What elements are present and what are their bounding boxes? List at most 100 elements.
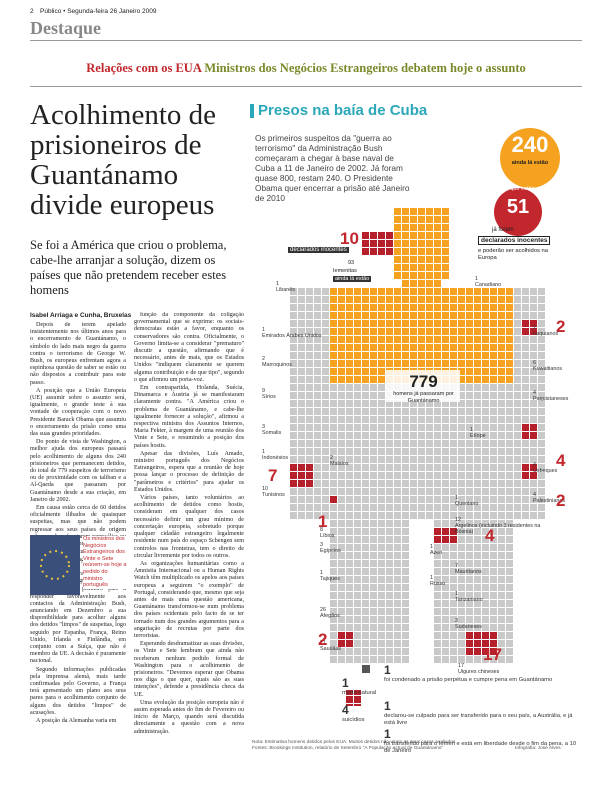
country-count: 1	[430, 544, 433, 550]
marker	[250, 104, 254, 118]
highlight-count: 17	[483, 645, 502, 664]
red-block	[522, 464, 538, 480]
outcome-count: 1	[384, 699, 391, 713]
country-count: 2	[262, 356, 265, 362]
country-count: 1	[276, 281, 279, 287]
country-name: Emirados Árabes Unidos	[262, 333, 322, 339]
country-count: 1	[262, 449, 265, 455]
red-block	[522, 320, 538, 336]
notes: Nota: Estimativa homens detidos pelos EU…	[252, 740, 582, 752]
graphic-title: Presos na baía de Cuba	[258, 102, 428, 119]
country-name: Russo	[430, 581, 446, 587]
country-name: Canadiano	[475, 282, 502, 288]
outcome: 1 declarou-se culpado para ser transferid…	[384, 700, 579, 727]
paragraph: Portugal foi o primeiro país a responder…	[30, 586, 126, 665]
country-label: 1 Canadiano	[475, 276, 570, 288]
note: Nota: Estimativa homens detidos pelos EU…	[252, 740, 456, 745]
outcome-count: 1	[342, 676, 349, 690]
country-label: 2 Iraquianos	[533, 325, 612, 337]
red-block	[466, 632, 498, 656]
paragraph: Depois de terem apelado insistentemente …	[30, 322, 126, 386]
country-name: Uigures chineses	[458, 669, 500, 675]
outcome-text: suicídios	[342, 717, 365, 723]
country-label: 1 Queniano	[455, 495, 550, 507]
graphic-intro: Os primeiros suspeitos da "guerra ao ter…	[255, 133, 410, 203]
strap-text: Ministros dos Negócios Estrangeiros deba…	[204, 61, 526, 75]
country-count: 8	[320, 527, 323, 533]
country-label: 12 Argelinos (incluindo 3 residentes na B…	[455, 517, 550, 535]
country-count: 1	[475, 276, 478, 282]
red-block	[338, 632, 354, 648]
country-label: 1 Azeri	[430, 544, 490, 556]
paragraph: Esperando desdramatizar as suas divisões…	[134, 641, 244, 698]
country-name: Egípcios	[320, 548, 341, 554]
paragraph: Segundo informações publicadas pela impr…	[30, 666, 126, 716]
yemen: 93	[348, 260, 355, 266]
country-count: 4	[533, 492, 536, 498]
outcome: 4 suicídios	[342, 704, 382, 724]
paragraph: função da componente da coligação govern…	[134, 312, 244, 383]
outcome-text: morte natural	[342, 690, 377, 696]
highlight-count: 2	[556, 317, 566, 336]
innocent-circle	[494, 188, 542, 236]
country-count: 4	[533, 390, 536, 396]
credit: Infografia: José Alves	[515, 746, 561, 751]
country-label: 4 Usbeques	[533, 462, 612, 474]
infographic	[290, 128, 560, 706]
paragraph: Apesar das divisões, Luís Amado, ministr…	[134, 450, 244, 493]
country-label: 3 Egípcios	[320, 542, 380, 554]
outcome-count: 4	[342, 703, 349, 717]
highlight-count: 7	[268, 466, 278, 485]
photo-bg	[30, 535, 80, 595]
country-count: 1	[262, 327, 265, 333]
neck	[402, 280, 442, 288]
country-count: 3	[262, 424, 265, 430]
innocent: 51	[506, 196, 530, 218]
country-label: 7 Mauritanos	[455, 563, 550, 575]
country-count: 3	[455, 618, 458, 624]
country-count: 9	[262, 388, 265, 394]
page-number: 2	[30, 8, 34, 15]
of-those: dos que estão,	[499, 186, 537, 192]
red-block	[290, 464, 314, 488]
outcome-text: foi condenado a prisão perpétua e cumpre…	[384, 677, 553, 683]
country-count: 17	[458, 663, 464, 669]
highlight-count: 4	[485, 526, 495, 545]
outcome-text: foi transferido para o Iémen e está em l…	[384, 741, 577, 754]
photo	[30, 535, 80, 595]
country-label: 21 Sauditas	[320, 640, 380, 652]
outcome-count: 1	[384, 663, 391, 677]
country-name: Sudaneses	[455, 624, 482, 630]
country-name: Iraquianos	[533, 331, 559, 337]
remaining-circle	[500, 128, 560, 188]
country-name: Tajiques	[320, 576, 340, 582]
country-name: Marroquinos	[262, 362, 292, 368]
lead: Se foi a América que criou o problema, c…	[30, 238, 227, 297]
country-label: 2 Marroquinos	[262, 356, 322, 368]
paragraph: A posição da Alemanha varia em	[36, 717, 117, 724]
headline: Acolhimento de prisioneiros de Guantánam…	[30, 99, 217, 221]
country-count: 26	[320, 607, 326, 613]
byline: Isabel Arriaga e Cunha, Bruxelas	[30, 312, 132, 319]
yemen-innocent: 10	[340, 229, 359, 248]
country-label: 9 Sírios	[262, 388, 322, 400]
country-label: 1 Tanzaniano	[455, 591, 550, 603]
photo-caption: Os ministros dos Negócios Estrangeiros d…	[83, 536, 127, 589]
country-label: 1 Libanês	[276, 281, 336, 293]
country-count: 7	[455, 563, 458, 569]
country-name: Afegãos	[320, 613, 340, 619]
red-block	[362, 232, 394, 256]
total-label: homens já passaram por Guantánamo	[393, 391, 454, 404]
highlight-count: 4	[556, 451, 566, 470]
total-box	[385, 370, 460, 402]
country-count: 1	[455, 591, 458, 597]
country-label: 4 Palestinianos	[533, 492, 612, 504]
country-name: Líbios	[320, 533, 335, 539]
paragraph: As organizações humanitárias como a Amni…	[134, 560, 244, 639]
figure	[290, 208, 546, 706]
torso-lower	[330, 384, 514, 520]
remaining-label: ainda lá estão	[511, 160, 549, 166]
paragraph: Do ponto de vista de Washington, a melho…	[30, 439, 126, 503]
country-count: 1	[455, 495, 458, 501]
